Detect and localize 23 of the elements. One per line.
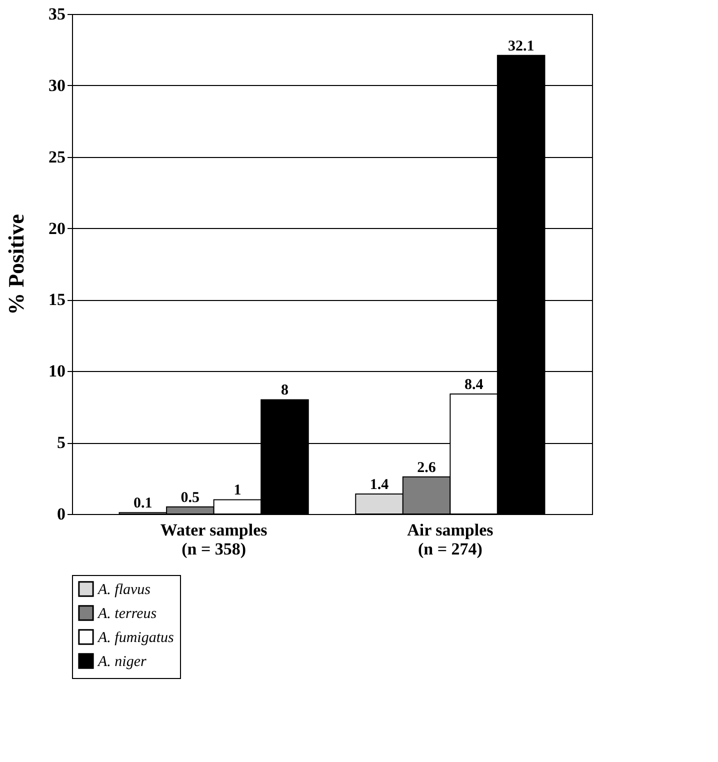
data-label: 2.6: [417, 460, 436, 476]
data-label: 1: [234, 482, 242, 499]
y-axis-title: % Positive: [4, 214, 28, 315]
y-tick-label: 25: [48, 147, 66, 166]
y-tick-label: 30: [48, 76, 66, 95]
y-tick-label: 35: [48, 4, 66, 24]
data-label: 8: [280, 382, 288, 399]
data-label: 0.5: [180, 490, 200, 506]
y-tick-label: 10: [48, 362, 66, 381]
legend-label: A. fumigatus: [97, 630, 174, 646]
x-tick-label: Air samples (n = 274): [407, 520, 494, 558]
y-tick-label: 15: [48, 290, 66, 310]
y-tick-label: 20: [48, 218, 66, 238]
y-tick-label: 0: [57, 504, 66, 524]
x-tick-label: Water samples (n = 358): [160, 520, 268, 558]
legend-label: A. niger: [97, 654, 146, 670]
data-label: 0.1: [134, 496, 152, 512]
legend-label: A. terreus: [97, 606, 157, 622]
legend-label: A. flavus: [97, 582, 151, 598]
data-label: 8.4: [464, 377, 484, 393]
data-label: 32.1: [508, 38, 534, 54]
data-label: 1.4: [370, 477, 390, 493]
y-tick-label: 5: [57, 433, 66, 452]
